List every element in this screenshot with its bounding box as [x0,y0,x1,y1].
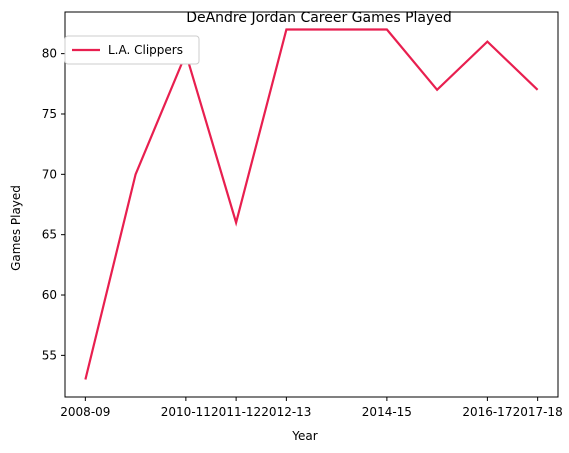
y-tick-label: 80 [42,47,57,61]
x-tick-label: 2008-09 [60,405,110,419]
legend: L.A. Clippers [64,35,200,65]
series-layer [84,28,539,380]
x-tick-label: 2010-11 [161,405,211,419]
x-tick-label: 2016-17 [462,405,512,419]
x-tick-label: 2012-13 [261,405,311,419]
x-tick-label: 2011-12 [211,405,261,419]
x-tick-label: 2017-18 [513,405,563,419]
plot-frame [64,11,559,398]
legend-label: L.A. Clippers [108,43,183,57]
legend-box [64,35,200,65]
y-tick-label: 70 [42,167,57,181]
y-tick-label: 75 [42,107,57,121]
y-tick-label: 60 [42,288,57,302]
chart-title: DeAndre Jordan Career Games Played [186,10,452,26]
x-tick-label: 2014-15 [362,405,412,419]
x-axis-ticks: 2008-09 2010-11 2011-12 2012-13 2014-15 2016-… [60,397,563,419]
y-tick-label: 65 [42,228,57,242]
y-tick-label: 55 [42,348,57,362]
series-line [84,28,539,380]
x-axis-label: Year [291,429,317,443]
y-axis-label: Games Played [9,185,23,271]
y-axis-ticks: 55 60 65 70 75 80 [42,47,65,362]
